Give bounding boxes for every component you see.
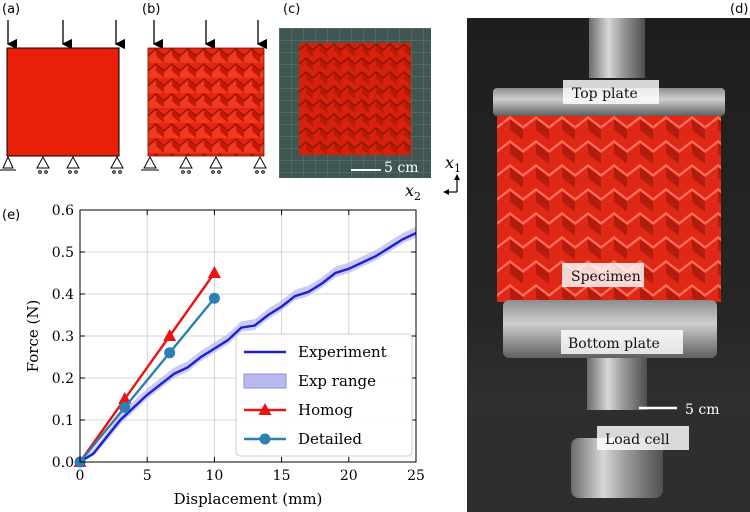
panel-label-b: (b)	[142, 2, 161, 17]
exp-range-band	[80, 226, 416, 462]
legend-marker-detailed	[259, 433, 271, 445]
legend-marker-homog	[258, 403, 272, 415]
y-tick-label: 0.1	[52, 413, 74, 429]
x-axis-label: Displacement (mm)	[174, 490, 323, 508]
x1-label: x	[445, 153, 454, 172]
test-rig-photo: Top plate Specimen Bottom plate Load cel…	[467, 18, 750, 512]
scale-bar-label-d: 5 cm	[685, 402, 719, 418]
svg-text:x1: x1	[445, 153, 461, 175]
x-tick-label: 20	[340, 468, 358, 484]
x2-label: x	[405, 181, 414, 200]
upper-rod	[589, 18, 645, 78]
exp-range-area	[80, 226, 416, 462]
y-tick-label: 0.2	[52, 371, 74, 387]
load-arrows	[6, 20, 126, 50]
homogeneous-block	[6, 47, 120, 157]
x2-subscript: 2	[414, 190, 421, 203]
specimen-photo	[279, 28, 431, 178]
x-tick-label: 0	[76, 468, 85, 484]
x-tick-label: 15	[273, 468, 291, 484]
axes-triad: x1 x2	[405, 153, 461, 203]
legend-label-homog: Homog	[298, 401, 353, 419]
chart-series	[73, 232, 417, 468]
detailed-line	[79, 297, 216, 463]
homog-marker	[118, 392, 132, 404]
y-tick-label: 0.3	[52, 329, 74, 345]
load-cell	[571, 438, 663, 498]
legend-label-experiment: Experiment	[298, 343, 387, 361]
legend-label-detailed: Detailed	[298, 430, 362, 448]
origami-specimen	[299, 43, 411, 155]
y-tick-label: 0.4	[52, 287, 74, 303]
x-tick-label: 10	[205, 468, 223, 484]
detailed-model-figure	[141, 20, 268, 174]
x-tick-label: 5	[143, 468, 152, 484]
support-symbols	[0, 155, 124, 174]
detailed-marker	[208, 292, 220, 304]
legend-box	[235, 333, 413, 457]
svg-text:x2: x2	[405, 181, 421, 203]
panel-label-e: (e)	[2, 208, 21, 223]
detailed-marker	[119, 401, 131, 413]
homog-line	[79, 272, 216, 463]
top-plate-label: Top plate	[572, 86, 638, 102]
force-displacement-chart: 0 5 10 15 20 25 0.0 0.1 0.2 0.3 0.4 0.5 0.6 Displace…	[24, 203, 425, 508]
load-cell-label: Load cell	[605, 432, 670, 448]
scale-bar-label-c: 5 cm	[384, 160, 419, 176]
chart-legend: Experiment Exp range Homog Detailed	[235, 333, 413, 457]
x1-subscript: 1	[454, 162, 461, 175]
legend-swatch-exp-range	[243, 373, 287, 389]
panel-label-c: (c)	[283, 2, 301, 17]
load-arrows	[152, 20, 268, 50]
panel-label-d: (d)	[730, 2, 749, 17]
homog-marker	[207, 266, 221, 278]
photo-label-boxes	[561, 80, 689, 450]
y-axis-label: Force (N)	[24, 300, 42, 373]
y-tick-label: 0.6	[52, 203, 74, 219]
detailed-marker	[164, 347, 176, 359]
y-tick-label: 0.0	[52, 455, 74, 471]
panel-label-a: (a)	[2, 2, 21, 17]
origami-specimen-model	[147, 47, 265, 157]
homogeneous-model-figure	[0, 20, 126, 174]
axis-ticks: 0 5 10 15 20 25 0.0 0.1 0.2 0.3 0.4 0.5 0.6	[52, 203, 425, 484]
homog-marker	[163, 329, 177, 341]
y-tick-label: 0.5	[52, 245, 74, 261]
bottom-plate-label: Bottom plate	[568, 336, 660, 352]
x-tick-label: 25	[407, 468, 425, 484]
support-symbols	[141, 155, 267, 174]
specimen-label: Specimen	[571, 269, 641, 285]
legend-label-exp-range: Exp range	[298, 372, 376, 390]
experiment-line	[79, 232, 417, 464]
